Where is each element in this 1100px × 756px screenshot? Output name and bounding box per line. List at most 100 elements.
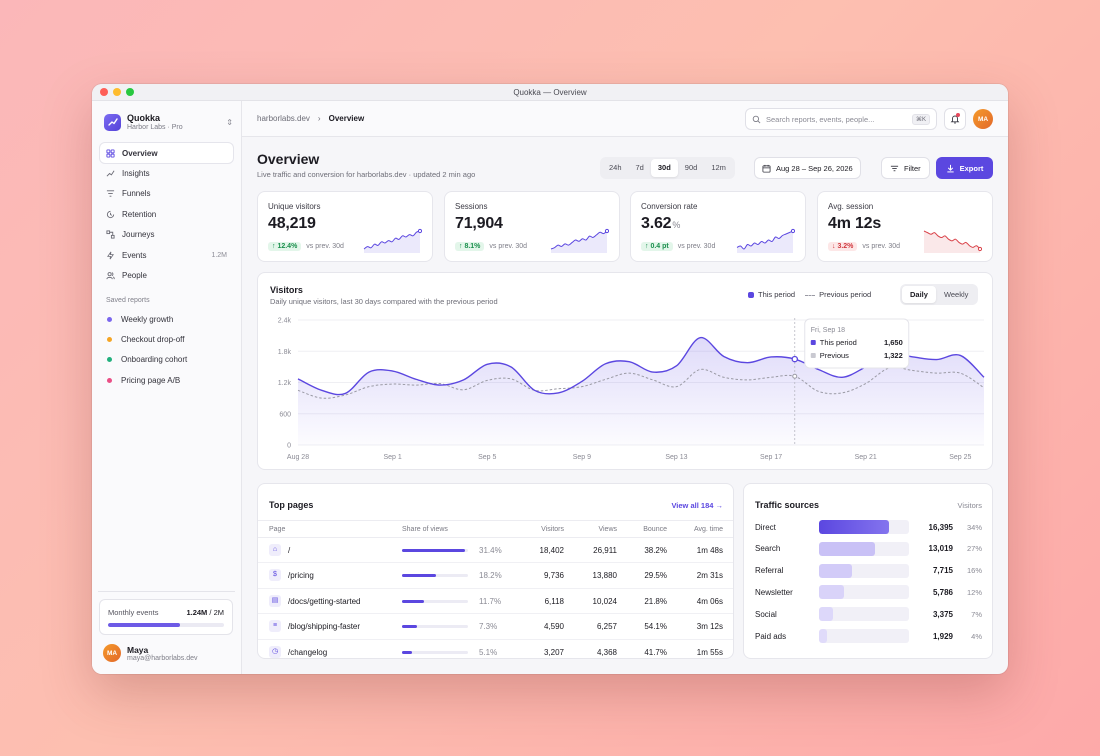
sidebar-item-insights[interactable]: Insights xyxy=(100,163,233,183)
column-header-bounce[interactable]: Bounce xyxy=(643,526,667,533)
bounce-value: 38.2% xyxy=(644,546,667,555)
sidebar: Quokka Harbor Labs · Pro ⇕ Overview Insi… xyxy=(92,101,242,674)
legend-label: Previous period xyxy=(819,290,872,299)
share-bar xyxy=(402,599,468,603)
traffic-source-row[interactable]: Referral 7,715 16% xyxy=(755,563,982,578)
traffic-source-row[interactable]: Newsletter 5,786 12% xyxy=(755,585,982,600)
range-90d-button[interactable]: 90d xyxy=(684,163,698,172)
retention-icon xyxy=(106,210,115,218)
traffic-source-row[interactable]: Direct 16,395 34% xyxy=(755,520,982,534)
y-tick-label: 2.4k xyxy=(278,318,292,325)
visitors-chart[interactable]: 2.4k 1.8k 1.2k 600 0 Aug 28 Sep 1 Sep 5 Sep 9 Sep… xyxy=(258,273,994,471)
table-row[interactable]: ⌂ / 31.4% 18,402 26,911 38.2% 1m 48s xyxy=(258,538,733,564)
user-profile[interactable]: MA Maya maya@harborlabs.dev xyxy=(103,644,198,662)
series-area-this-period xyxy=(298,337,984,445)
traffic-sources-card: Traffic sources Visitors Direct 16,395 34%… xyxy=(743,483,993,659)
events-count: 1.2M xyxy=(211,251,227,259)
x-tick-label: Sep 13 xyxy=(665,454,687,461)
page-icon: ⌂ xyxy=(269,544,281,556)
source-percent: 4% xyxy=(971,631,982,641)
column-header-views[interactable]: Views xyxy=(598,526,617,533)
minimize-window-button[interactable] xyxy=(113,88,121,96)
saved-reports-heading: Saved reports xyxy=(106,297,150,304)
main-content: Overview Live traffic and conversion for… xyxy=(242,137,1008,674)
sparkline-line xyxy=(736,230,794,250)
legend-swatch xyxy=(748,292,754,299)
page-icon: ≡ xyxy=(269,620,281,633)
sparkline-end-point xyxy=(790,228,795,234)
sidebar-item-events[interactable]: Events 1.2M xyxy=(100,245,233,265)
share-bar-fill xyxy=(402,574,437,578)
traffic-source-row[interactable]: Paid ads 1,929 4% xyxy=(755,629,982,643)
avg-time-value: 1m 48s xyxy=(696,546,723,555)
views-value: 6,257 xyxy=(596,622,617,632)
range-24h-button[interactable]: 24h xyxy=(609,163,622,172)
sidebar-item-overview[interactable]: Overview xyxy=(100,143,233,164)
y-tick-label: 1.2k xyxy=(278,380,292,387)
view-all-pages-link[interactable]: View all 184 → xyxy=(671,501,723,510)
avatar[interactable]: MA xyxy=(973,109,993,129)
app-window: Quokka — Overview Quokka Harbor Labs · P… xyxy=(92,84,1008,674)
y-tick-label: 0 xyxy=(287,443,291,450)
tooltip-this-label: This period xyxy=(820,338,857,347)
table-row[interactable]: ▤ /docs/getting-started 11.7% 6,118 10,024 21… xyxy=(258,589,733,615)
saved-report-pricing-ab[interactable]: Pricing page A/B xyxy=(100,370,233,390)
kpi-card-unique-visitors[interactable]: Unique visitors 48,219 ↑ 12.4% vs prev. 3… xyxy=(257,191,433,262)
avg-time-value: 1m 55s xyxy=(696,647,723,657)
close-window-button[interactable] xyxy=(100,88,108,96)
workspace-name: Quokka xyxy=(127,113,161,123)
column-header-visitors[interactable]: Visitors xyxy=(541,526,564,533)
tooltip-swatch-previous xyxy=(810,353,816,358)
journeys-icon xyxy=(106,230,115,239)
sidebar-divider xyxy=(98,591,235,592)
notifications-button[interactable] xyxy=(944,108,966,130)
kpi-unit: % xyxy=(672,220,681,230)
daily-toggle-button[interactable]: Daily xyxy=(902,286,936,303)
traffic-source-row[interactable]: Social 3,375 7% xyxy=(755,607,982,622)
table-row[interactable]: ◷ /changelog 5.1% 3,207 4,368 41.7% 1m 55s xyxy=(258,640,733,665)
sidebar-item-journeys[interactable]: Journeys xyxy=(100,225,233,245)
bounce-value: 29.5% xyxy=(644,571,667,581)
table-row[interactable]: ≡ /blog/shipping-faster 7.3% 4,590 6,257 54.1… xyxy=(258,614,733,640)
search-input[interactable]: Search reports, events, people... ⌘K xyxy=(745,108,937,130)
range-7d-button[interactable]: 7d xyxy=(635,163,644,172)
sidebar-item-funnels[interactable]: Funnels xyxy=(100,184,233,204)
source-bar-fill xyxy=(819,607,834,622)
avg-time-value: 2m 31s xyxy=(696,571,723,581)
column-header-share[interactable]: Share of views xyxy=(402,526,448,533)
kpi-card-sessions[interactable]: Sessions 71,904 ↑ 8.1% vs prev. 30d xyxy=(444,191,620,262)
date-range-picker[interactable]: Aug 28 – Sep 26, 2026 xyxy=(754,157,861,179)
x-tick-label: Sep 21 xyxy=(855,454,877,461)
zoom-window-button[interactable] xyxy=(126,88,134,96)
share-percent: 7.3% xyxy=(479,622,498,632)
visitors-chart-card: 2.4k 1.8k 1.2k 600 0 Aug 28 Sep 1 Sep 5 Sep 9 Sep… xyxy=(257,272,993,470)
sparkline-line xyxy=(363,230,421,250)
weekly-toggle-button[interactable]: Weekly xyxy=(943,290,969,299)
sidebar-item-label: Events xyxy=(122,250,147,260)
people-icon xyxy=(106,272,115,280)
breadcrumb-workspace[interactable]: harborlabs.dev xyxy=(257,114,310,123)
hover-point-previous xyxy=(792,373,798,379)
source-visitors: 13,019 xyxy=(928,544,953,554)
column-header-avg-time[interactable]: Avg. time xyxy=(693,526,723,533)
workspace-switcher[interactable]: Quokka Harbor Labs · Pro ⇕ xyxy=(104,111,233,133)
kpi-card-avg-session[interactable]: Avg. session 4m 12s ↓ 3.2% vs prev. 30d xyxy=(817,191,993,262)
source-visitors: 16,395 xyxy=(928,522,953,532)
sidebar-item-people[interactable]: People xyxy=(100,265,233,285)
saved-report-checkout-drop-off[interactable]: Checkout drop-off xyxy=(100,329,233,349)
range-12m-button[interactable]: 12m xyxy=(711,163,726,172)
saved-report-weekly-growth[interactable]: Weekly growth xyxy=(100,309,233,329)
kpi-card-conversion-rate[interactable]: Conversion rate 3.62% ↑ 0.4 pt vs prev. 3… xyxy=(630,191,806,262)
column-header-page[interactable]: Page xyxy=(269,526,286,533)
export-button[interactable]: Export xyxy=(936,157,993,179)
sidebar-item-retention[interactable]: Retention xyxy=(100,204,233,224)
table-row[interactable]: $ /pricing 18.2% 9,736 13,880 29.5% 2m 31s xyxy=(258,563,733,589)
share-percent: 18.2% xyxy=(479,571,502,581)
sidebar-item-label: Funnels xyxy=(122,189,151,199)
range-30d-button[interactable]: 30d xyxy=(650,159,678,177)
filter-button[interactable]: Filter xyxy=(881,157,930,179)
saved-report-onboarding-cohort[interactable]: Onboarding cohort xyxy=(100,350,233,370)
traffic-source-row[interactable]: Search 13,019 27% xyxy=(755,541,982,556)
usage-progress-fill xyxy=(108,623,180,627)
y-tick-label: 1.8k xyxy=(278,349,292,356)
